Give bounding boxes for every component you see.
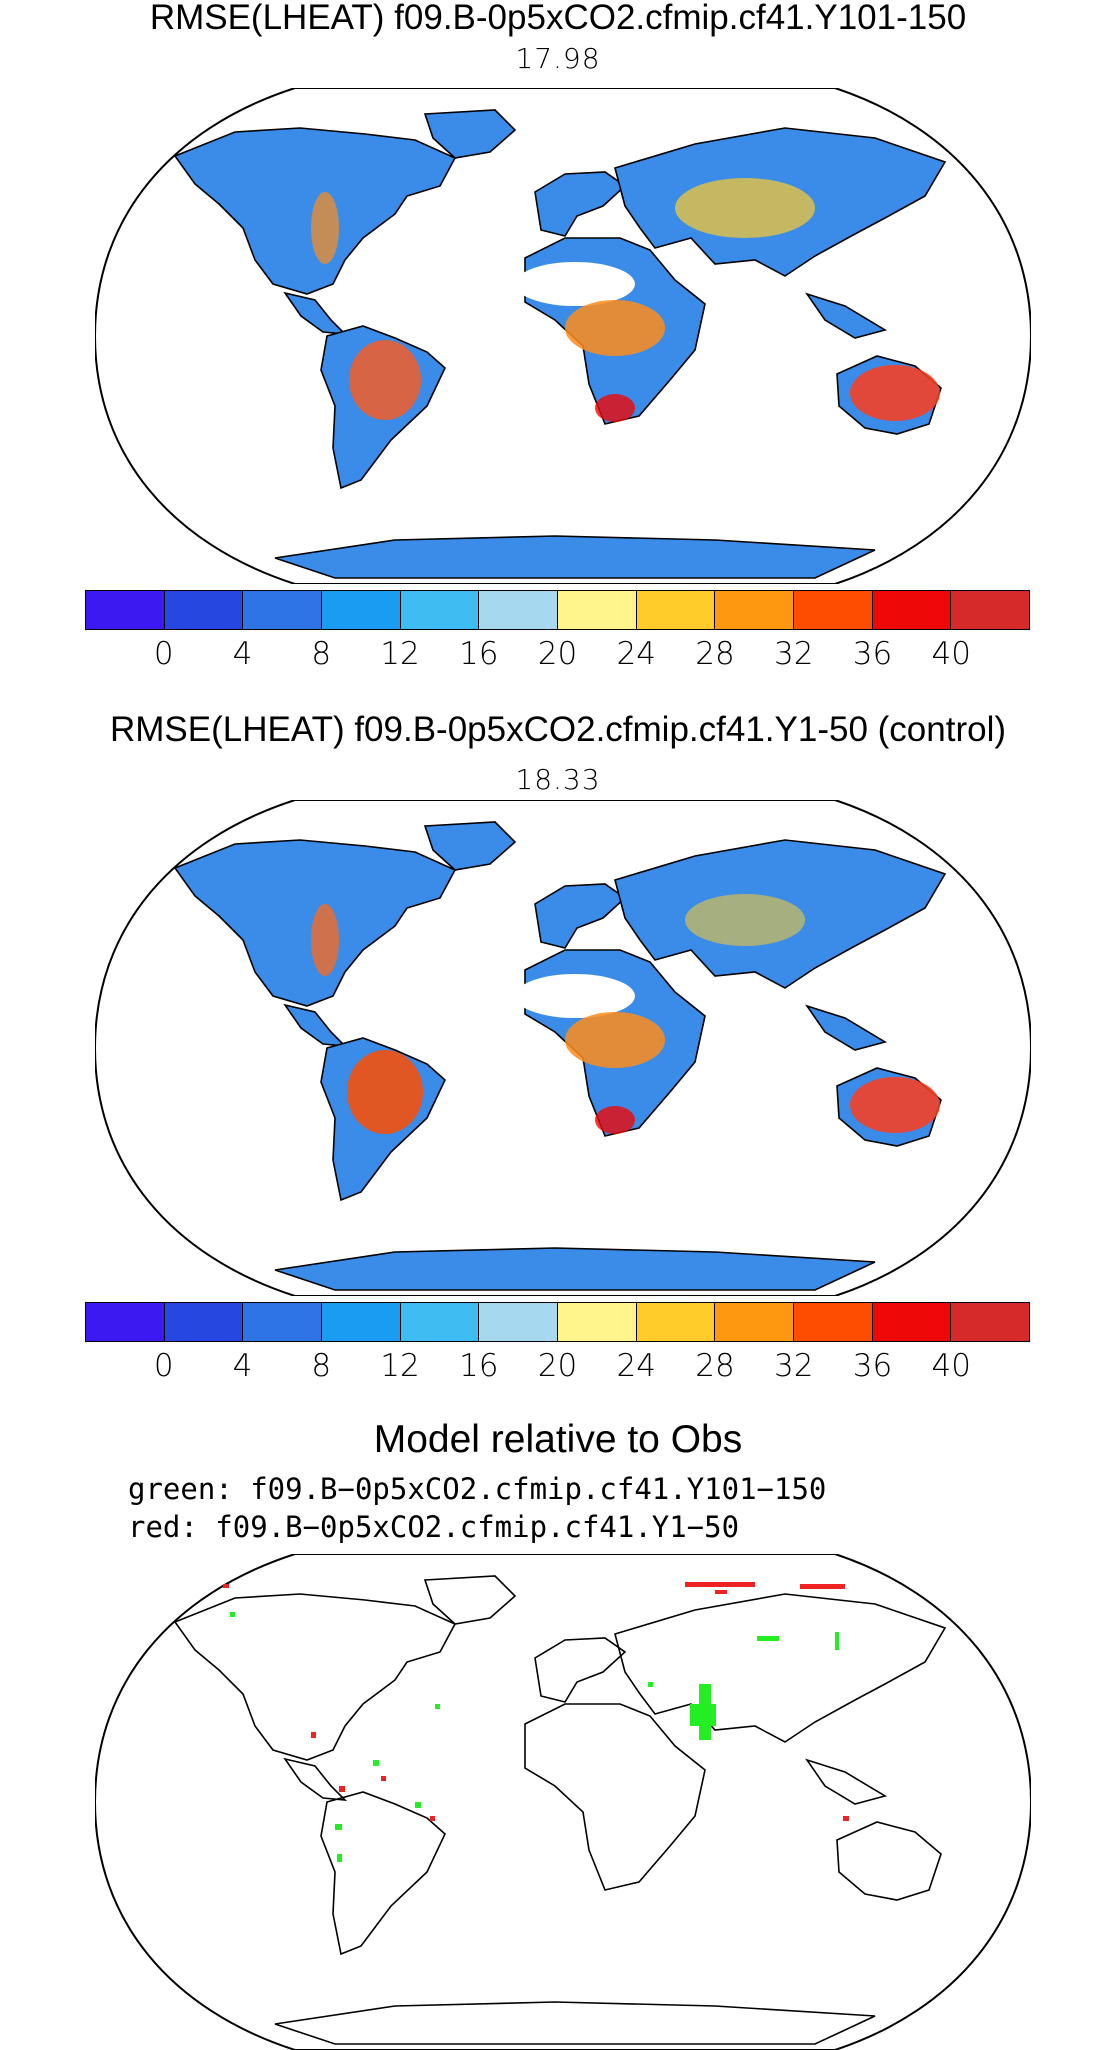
red-marker bbox=[381, 1776, 386, 1781]
colorbar-label: 16 bbox=[459, 1348, 499, 1384]
panel2-rmse-value: 18.33 bbox=[515, 763, 601, 796]
colorbar-label: 24 bbox=[616, 1348, 656, 1384]
green-marker bbox=[435, 1704, 440, 1709]
colorbar-bin-9 bbox=[715, 1303, 795, 1341]
panel1-colorbar-labels: 0 4 8 12 16 20 24 28 32 36 40 bbox=[85, 636, 1030, 676]
colorbar-label: 36 bbox=[852, 1348, 893, 1384]
red-marker bbox=[339, 1786, 345, 1792]
red-marker bbox=[223, 1584, 229, 1588]
colorbar-bin-5 bbox=[400, 591, 480, 629]
red-marker bbox=[311, 1732, 316, 1738]
green-marker bbox=[373, 1760, 379, 1766]
colorbar-bin-12 bbox=[951, 591, 1030, 629]
colorbar-label: 32 bbox=[774, 636, 814, 672]
red-marker bbox=[715, 1590, 727, 1594]
colorbar-label: 4 bbox=[232, 636, 253, 672]
panel1-colorbar bbox=[85, 590, 1030, 630]
red-marker bbox=[430, 1816, 435, 1821]
green-marker-horn-africa bbox=[690, 1704, 716, 1726]
red-marker-siberia bbox=[685, 1582, 755, 1587]
colorbar-bin-12 bbox=[951, 1303, 1030, 1341]
colorbar-bin-7 bbox=[558, 591, 637, 629]
green-legend-text: green: f09.B−0p5xCO2.cfmip.cf41.Y101−150 bbox=[128, 1472, 827, 1506]
colorbar-bin-3 bbox=[243, 591, 323, 629]
colorbar-bin-7 bbox=[558, 1303, 637, 1341]
colorbar-label: 16 bbox=[459, 636, 499, 672]
green-marker bbox=[757, 1636, 779, 1641]
panel2-colorbar bbox=[85, 1302, 1030, 1342]
panel1-rmse-value: 17.98 bbox=[515, 42, 601, 75]
colorbar-label: 28 bbox=[695, 636, 735, 672]
red-legend-text: red: f09.B−0p5xCO2.cfmip.cf41.Y1−50 bbox=[128, 1510, 740, 1544]
colorbar-bin-6 bbox=[479, 591, 559, 629]
colorbar-bin-5 bbox=[400, 1303, 480, 1341]
colorbar-label: 12 bbox=[380, 1348, 420, 1384]
colorbar-bin-10 bbox=[794, 591, 873, 629]
panel1-map bbox=[95, 88, 1031, 584]
colorbar-label: 40 bbox=[931, 1348, 971, 1384]
colorbar-label: 20 bbox=[537, 1348, 578, 1384]
green-marker bbox=[335, 1824, 342, 1830]
colorbar-label: 32 bbox=[774, 1348, 814, 1384]
panel2-map bbox=[95, 800, 1031, 1296]
comparison-map bbox=[95, 1554, 1031, 2050]
colorbar-bin-1 bbox=[86, 1303, 165, 1341]
colorbar-label: 12 bbox=[380, 636, 420, 672]
colorbar-label: 0 bbox=[153, 636, 174, 672]
colorbar-bin-10 bbox=[794, 1303, 873, 1341]
colorbar-label: 8 bbox=[311, 636, 332, 672]
comparison-title: Model relative to Obs bbox=[373, 1418, 743, 1461]
colorbar-bin-8 bbox=[636, 1303, 716, 1341]
colorbar-bin-2 bbox=[164, 1303, 244, 1341]
green-marker bbox=[415, 1802, 421, 1808]
panel2-title: RMSE(LHEAT) f09.B-0p5xCO2.cfmip.cf41.Y1-… bbox=[109, 710, 1007, 749]
colorbar-bin-6 bbox=[479, 1303, 559, 1341]
colorbar-label: 8 bbox=[311, 1348, 332, 1384]
colorbar-bin-4 bbox=[322, 1303, 401, 1341]
colorbar-bin-3 bbox=[243, 1303, 323, 1341]
panel1-title: RMSE(LHEAT) f09.B-0p5xCO2.cfmip.cf41.Y10… bbox=[149, 0, 967, 37]
panel2-colorbar-labels: 0 4 8 12 16 20 24 28 32 36 40 bbox=[85, 1348, 1030, 1388]
green-marker bbox=[648, 1682, 653, 1687]
colorbar-bin-2 bbox=[164, 591, 244, 629]
colorbar-bin-9 bbox=[715, 591, 795, 629]
red-marker-siberia bbox=[800, 1584, 845, 1589]
colorbar-bin-11 bbox=[872, 1303, 952, 1341]
colorbar-label: 40 bbox=[931, 636, 971, 672]
colorbar-bin-11 bbox=[872, 591, 952, 629]
colorbar-label: 0 bbox=[153, 1348, 174, 1384]
colorbar-bin-8 bbox=[636, 591, 716, 629]
colorbar-bin-1 bbox=[86, 591, 165, 629]
colorbar-label: 4 bbox=[232, 1348, 253, 1384]
green-marker bbox=[230, 1612, 235, 1617]
colorbar-label: 24 bbox=[616, 636, 656, 672]
colorbar-label: 28 bbox=[695, 1348, 735, 1384]
colorbar-label: 36 bbox=[852, 636, 893, 672]
green-marker bbox=[337, 1854, 342, 1862]
green-marker bbox=[835, 1632, 839, 1650]
colorbar-label: 20 bbox=[537, 636, 578, 672]
red-marker bbox=[843, 1816, 849, 1821]
colorbar-bin-4 bbox=[322, 591, 401, 629]
